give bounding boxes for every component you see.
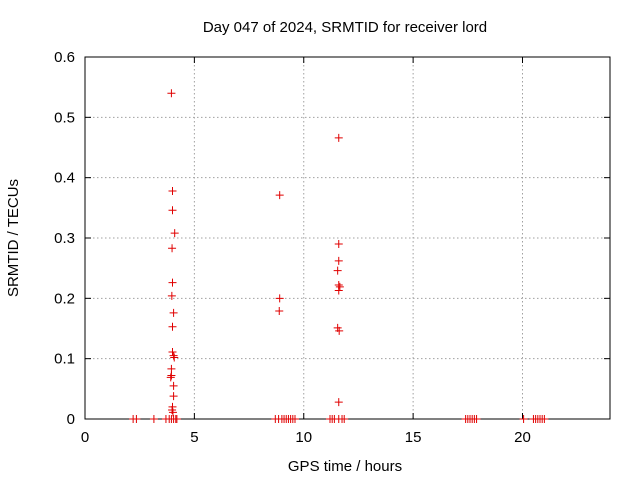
data-point <box>168 206 177 215</box>
y-tick-label: 0.1 <box>54 351 75 368</box>
x-tick-label: 15 <box>405 429 422 446</box>
data-point <box>540 415 549 423</box>
data-point <box>166 373 175 382</box>
data-point <box>334 256 343 265</box>
data-point <box>334 286 343 295</box>
data-point <box>168 244 177 253</box>
data-point <box>275 294 284 303</box>
data-points <box>129 89 549 423</box>
data-point <box>170 353 179 362</box>
data-point <box>335 326 344 335</box>
data-point <box>168 322 177 331</box>
data-point <box>167 291 176 300</box>
data-point <box>275 307 284 316</box>
data-point <box>169 392 178 401</box>
data-point <box>340 415 349 423</box>
x-tick-label: 0 <box>81 429 89 446</box>
data-point <box>334 240 343 249</box>
y-axis-label: SRMTID / TECUs <box>5 179 22 297</box>
y-tick-label: 0.5 <box>54 109 75 126</box>
data-point <box>334 133 343 142</box>
chart-title: Day 047 of 2024, SRMTID for receiver lor… <box>203 19 487 36</box>
data-point <box>167 371 176 380</box>
y-tick-label: 0.3 <box>54 230 75 247</box>
grid <box>85 57 610 419</box>
data-point <box>275 191 284 200</box>
y-tick-label: 0.4 <box>54 170 75 187</box>
x-axis-label: GPS time / hours <box>288 458 402 475</box>
data-point <box>169 351 178 360</box>
data-point <box>169 308 178 317</box>
data-point <box>132 415 141 423</box>
y-tick-label: 0.2 <box>54 290 75 307</box>
data-point <box>149 415 158 423</box>
x-tick-label: 5 <box>190 429 198 446</box>
data-point <box>168 186 177 195</box>
plot-frame <box>84 56 611 420</box>
data-point <box>167 89 176 98</box>
data-point <box>168 348 177 357</box>
y-tick-label: 0 <box>67 411 75 428</box>
y-tick-label: 0.6 <box>54 49 75 66</box>
data-point <box>519 415 528 423</box>
data-point <box>169 381 178 390</box>
data-point <box>335 282 344 291</box>
x-tick-label: 20 <box>514 429 531 446</box>
data-point <box>168 278 177 287</box>
x-tick-label: 10 <box>295 429 312 446</box>
data-point <box>172 415 181 423</box>
data-point <box>291 415 299 423</box>
data-point <box>168 408 177 417</box>
data-point <box>334 398 343 407</box>
data-point <box>170 229 179 238</box>
data-point <box>472 415 481 423</box>
data-point <box>333 266 342 275</box>
axis-ticks: 0 5 10 15 20 0 0.1 0.2 0.3 0.4 0.5 0.6 <box>54 49 610 446</box>
